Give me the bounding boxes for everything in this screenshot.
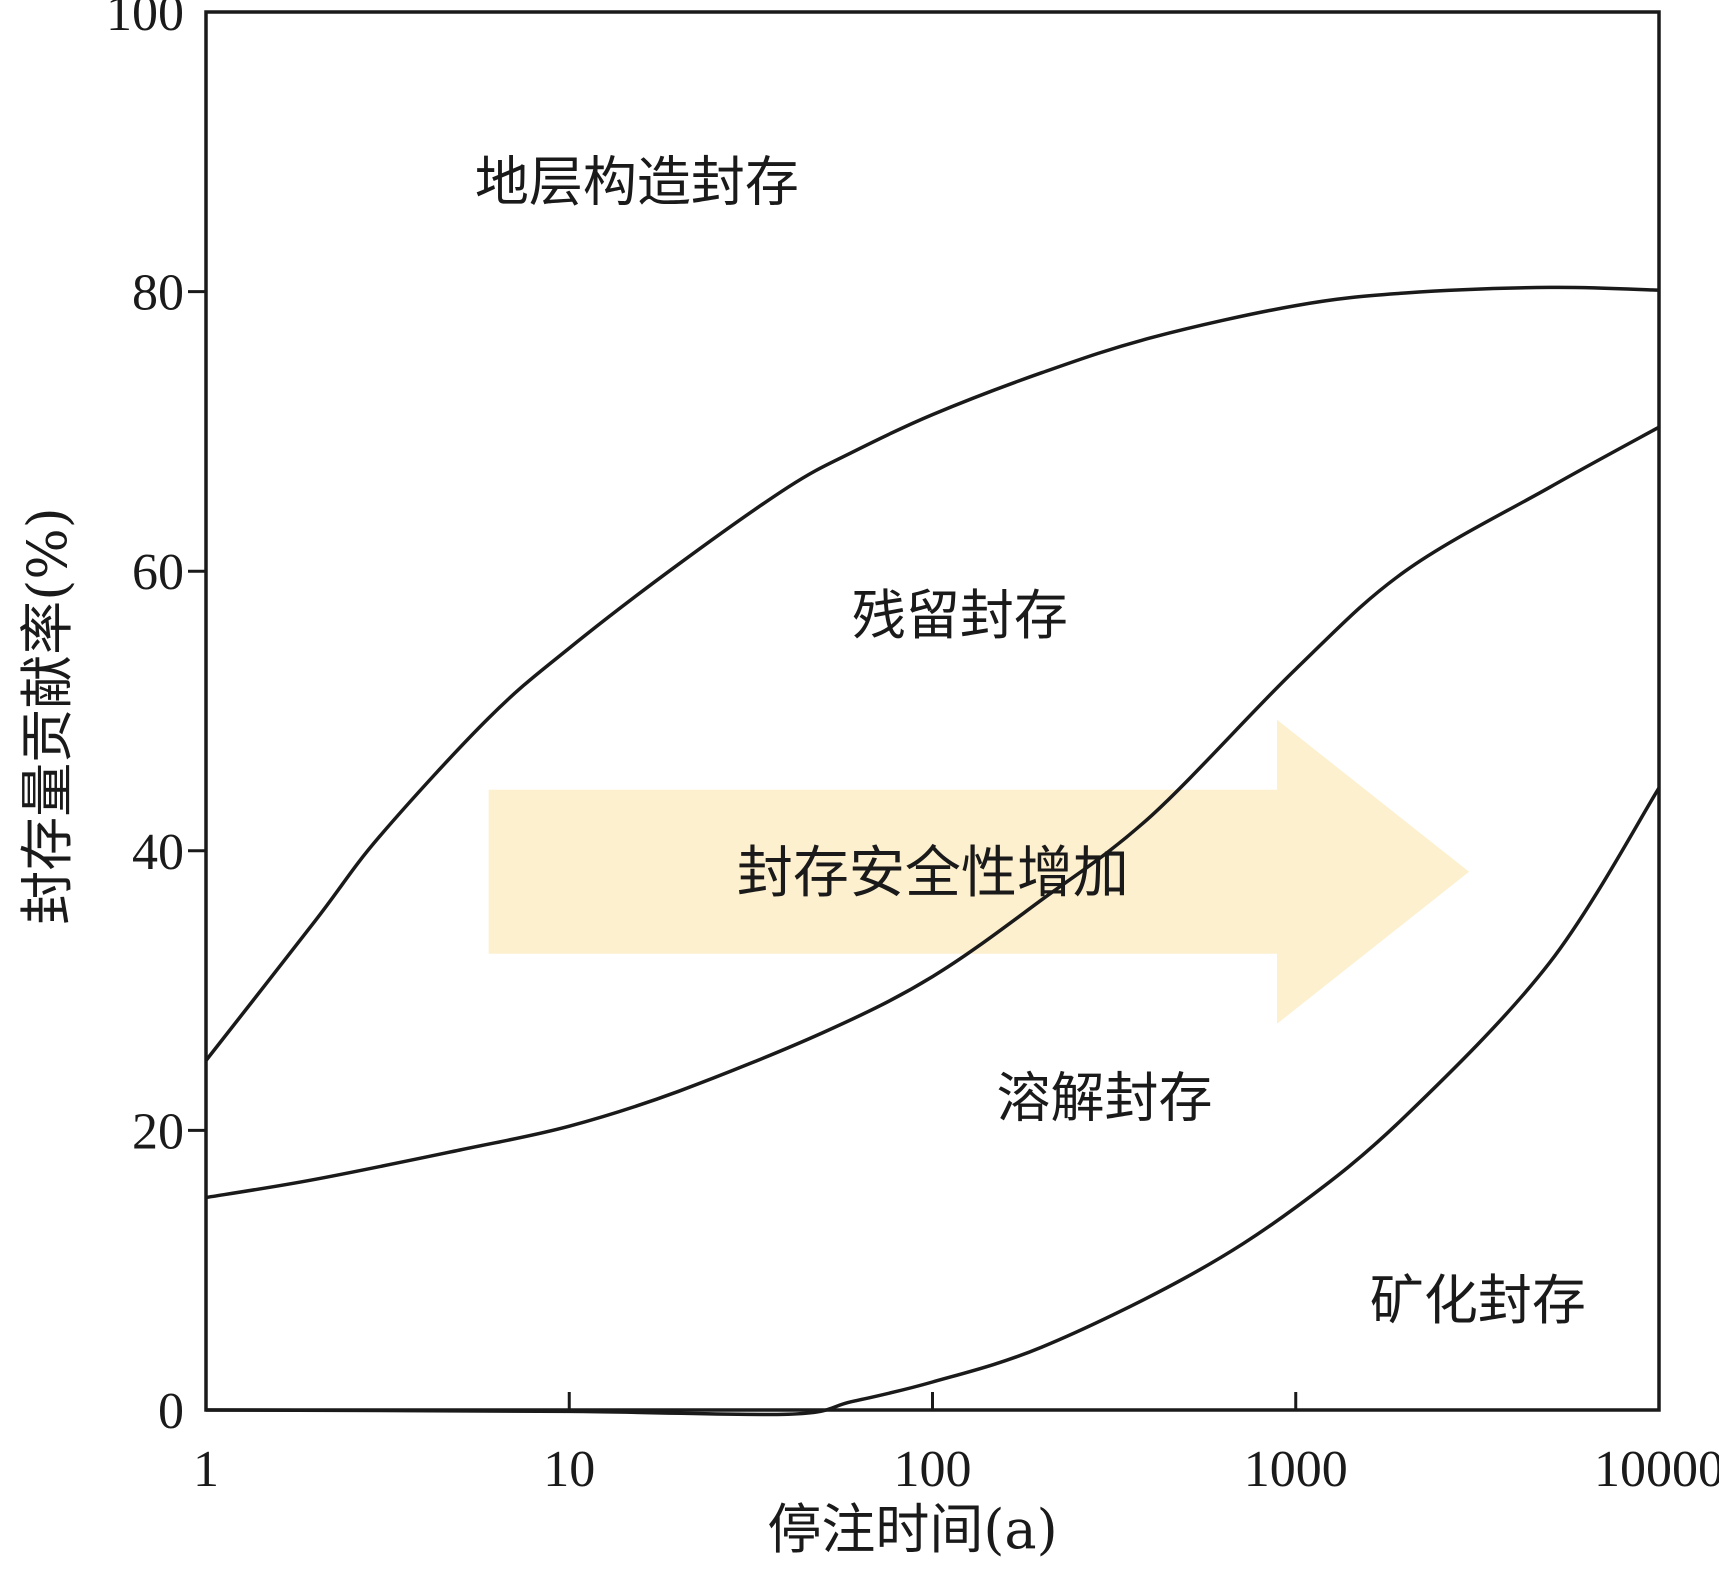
y-tick-label-100: 100 <box>106 0 184 42</box>
region-label-2: 溶解封存 <box>996 1066 1212 1129</box>
region-label-3: 矿化封存 <box>1370 1269 1586 1332</box>
safety-arrow-label-0: 封存安全性增加 <box>737 841 1129 906</box>
x-tick-label-1000: 1000 <box>1244 1441 1348 1498</box>
tick-layer: 1 10 100 1000 10000 0 20 40 60 80 100 <box>106 0 1719 1498</box>
boundary-curve-upper <box>204 285 1660 1062</box>
annotation-layer: 封存安全性增加 <box>488 719 1470 1024</box>
y-axis-title: 封存量贡献率(%) <box>16 507 79 924</box>
y-tick-label-40: 40 <box>132 824 184 881</box>
x-tick-label-100: 100 <box>894 1441 972 1498</box>
y-tick-label-80: 80 <box>132 265 184 322</box>
x-tick-label-10000: 10000 <box>1594 1441 1719 1498</box>
y-tick-label-0: 0 <box>158 1383 184 1440</box>
plot-frame <box>204 10 1661 1412</box>
y-tick-label-60: 60 <box>132 544 184 601</box>
curve-layer <box>204 285 1661 1417</box>
region-label-1: 残留封存 <box>852 584 1068 647</box>
x-tick-label-10: 10 <box>543 1441 595 1498</box>
region-label-0: 地层构造封存 <box>475 151 799 214</box>
boundary-curve-lower <box>205 786 1661 1417</box>
x-axis-title: 停注时间(a) <box>767 1498 1057 1561</box>
y-tick-label-20: 20 <box>132 1103 184 1160</box>
boundary-curve-middle <box>205 425 1660 1200</box>
safety-arrow-0 <box>488 719 1470 1024</box>
x-tick-label-1: 1 <box>193 1441 219 1498</box>
